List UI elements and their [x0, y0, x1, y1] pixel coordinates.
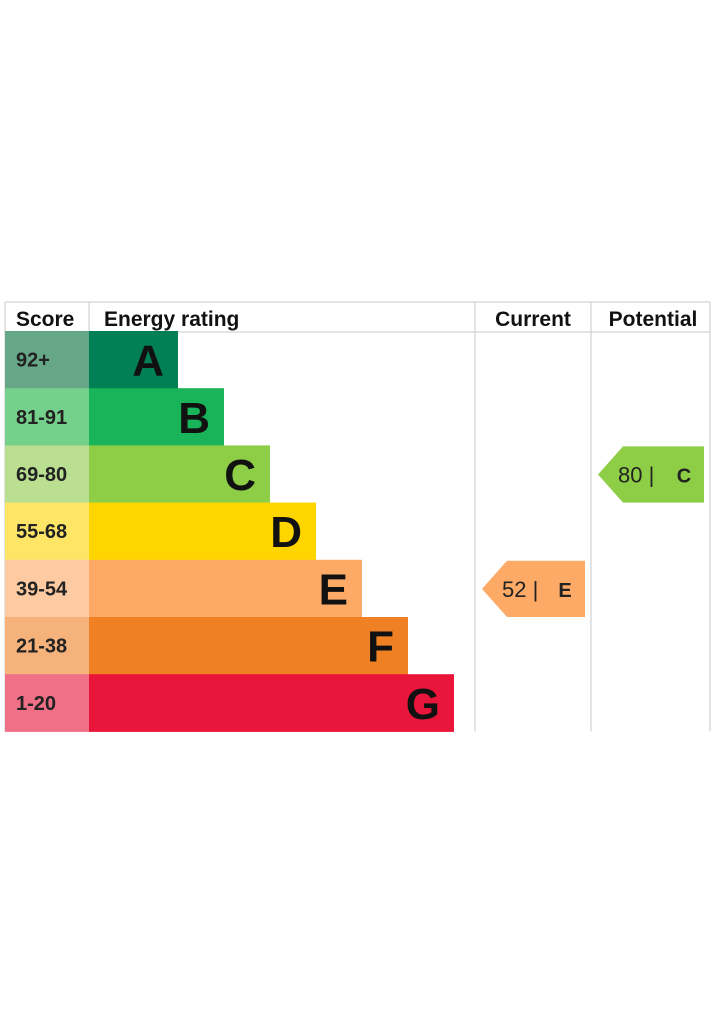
header-score: Score	[16, 308, 74, 331]
score-cell-e	[5, 559, 89, 618]
rating-bar-c	[89, 445, 270, 504]
rating-letter-e: E	[319, 565, 348, 614]
rating-bar-f	[89, 617, 408, 675]
header-current: Current	[495, 308, 571, 331]
potential-indicator-letter: C	[677, 466, 691, 488]
table-header: Score Energy rating Current Potential	[16, 308, 697, 331]
score-cell-c	[5, 445, 89, 504]
rating-indicators: 52 | E 80 | C	[482, 446, 704, 617]
rating-letter-c: C	[224, 451, 256, 500]
score-label-f: 21-38	[16, 636, 67, 658]
rating-letter-b: B	[178, 394, 210, 443]
score-cell-a	[5, 331, 89, 389]
rating-bar-b	[89, 388, 224, 446]
score-label-e: 39-54	[16, 578, 68, 600]
rating-letter-g: G	[406, 680, 440, 729]
score-label-c: 69-80	[16, 464, 67, 486]
rating-letter-a: A	[132, 337, 164, 386]
score-cell-g	[5, 674, 89, 732]
score-label-b: 81-91	[16, 407, 67, 429]
header-potential: Potential	[609, 308, 698, 331]
rating-bar-d	[89, 502, 316, 561]
current-indicator-score: 52 |	[502, 577, 538, 602]
rating-bar-e	[89, 559, 362, 618]
score-cell-f	[5, 617, 89, 675]
potential-indicator-arrow	[598, 446, 704, 503]
rating-letter-d: D	[270, 508, 302, 557]
current-indicator-letter: E	[558, 580, 571, 602]
rating-bands: 92+ A 81-91 B 69-80 C 55-68 D 39-54 E 21-38 F 1-20 G	[5, 331, 454, 732]
score-label-d: 55-68	[16, 521, 67, 543]
score-cell-b	[5, 388, 89, 446]
rating-bar-g	[89, 674, 454, 732]
rating-bar-a	[89, 331, 178, 389]
current-indicator-arrow	[482, 560, 585, 617]
rating-letter-f: F	[367, 623, 394, 672]
potential-indicator-score: 80 |	[618, 463, 654, 488]
score-cell-d	[5, 502, 89, 561]
header-energy-rating: Energy rating	[104, 308, 239, 331]
score-label-g: 1-20	[16, 693, 56, 715]
score-label-a: 92+	[16, 350, 50, 372]
